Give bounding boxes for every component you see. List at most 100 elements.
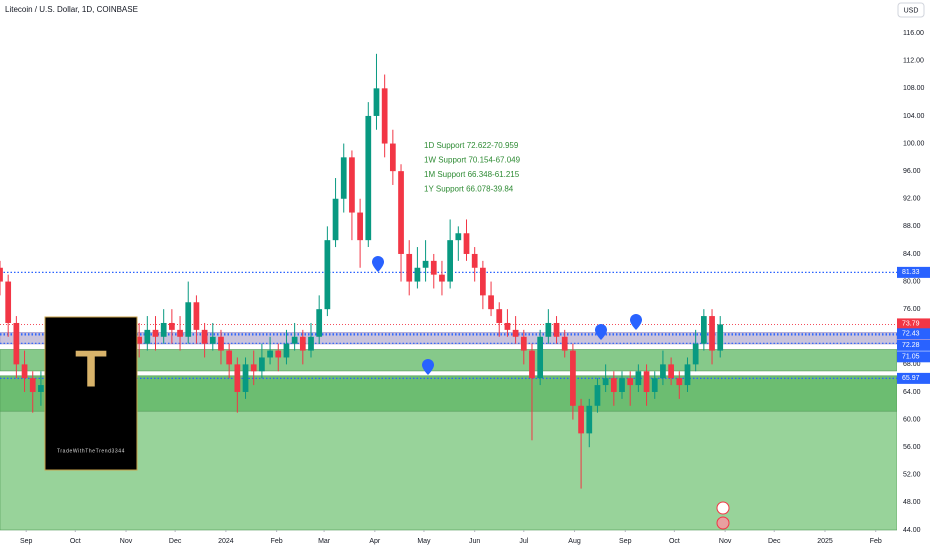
candle-body: [668, 364, 674, 379]
candle-body: [619, 378, 625, 392]
candle-body: [250, 364, 257, 372]
candle-body: [439, 274, 445, 282]
x-tick-label: Oct: [70, 538, 81, 545]
price-line-box: [897, 372, 930, 384]
candle-body: [692, 343, 699, 365]
x-tick-label: Feb: [870, 538, 882, 545]
price-line-label: 65.97: [902, 375, 920, 382]
y-tick-label: 108.00: [903, 85, 925, 92]
candle-body: [29, 378, 36, 392]
x-tick-label: Feb: [271, 538, 283, 545]
chart-title: Litecoin / U.S. Dollar, 1D, COINBASE: [5, 5, 138, 14]
candle-body: [651, 378, 658, 392]
candle-body: [398, 171, 404, 254]
y-tick-label: 44.00: [903, 527, 921, 534]
candle-body: [291, 336, 298, 344]
candle-body: [308, 336, 314, 351]
y-tick-label: 104.00: [903, 113, 925, 120]
candle-body: [660, 364, 666, 379]
y-tick-label: 60.00: [903, 416, 921, 423]
x-tick-label: Mar: [318, 538, 331, 545]
axis-labels: 44.0048.0052.0056.0060.0064.0068.0072.00…: [20, 30, 930, 545]
candle-body: [185, 302, 192, 337]
candle-body: [570, 350, 576, 406]
candle-body: [553, 322, 560, 337]
candle-body: [488, 295, 494, 310]
price-line-label: 72.43: [902, 331, 920, 338]
candle-body: [38, 385, 44, 392]
candle-body: [406, 253, 413, 282]
y-tick-label: 48.00: [903, 499, 921, 506]
pin[interactable]: [630, 314, 642, 330]
candle-body: [610, 378, 617, 392]
candle-body: [471, 253, 478, 268]
last-price-label: 73.79: [902, 320, 920, 327]
candle-body: [242, 364, 249, 392]
candle-body: [676, 378, 683, 386]
candle-body: [365, 115, 372, 241]
currency-box[interactable]: [897, 2, 925, 18]
candle-body: [209, 336, 216, 344]
x-tick-label: Oct: [669, 538, 680, 545]
pin[interactable]: [595, 324, 607, 340]
zone-label: 1W Support 70.154-67.049: [424, 156, 521, 165]
candle-body: [152, 329, 159, 337]
x-tick-label: Dec: [169, 538, 182, 545]
y-tick-label: 68.00: [903, 361, 921, 368]
candle-body: [349, 157, 355, 213]
candle-body: [430, 260, 437, 275]
candle-body: [381, 88, 388, 144]
currency: USD: [904, 7, 919, 14]
x-tick-label: Sep: [619, 538, 632, 545]
candle-body: [160, 322, 167, 337]
logo-letter: T: [75, 341, 107, 399]
x-tick-label: Nov: [719, 538, 732, 545]
x-tick-label: Sep: [20, 538, 33, 545]
candle-body: [316, 309, 323, 337]
pin[interactable]: [372, 256, 384, 272]
x-tick-label: 2025: [817, 538, 833, 545]
logo-box: [44, 316, 138, 471]
candle-body: [447, 240, 454, 282]
candle-body: [529, 350, 535, 379]
candle-body: [480, 267, 486, 296]
candle-body: [21, 364, 28, 379]
candles: [0, 53, 724, 489]
candle-body: [340, 157, 347, 199]
candle-body: [13, 322, 20, 365]
candle-body: [275, 350, 282, 358]
price-line-label: 72.28: [902, 342, 920, 349]
x-tick-label: May: [417, 538, 431, 545]
candle-body: [635, 371, 642, 386]
y-tick-label: 76.00: [903, 306, 921, 313]
x-tick-label: Dec: [768, 538, 781, 545]
y-tick-label: 52.00: [903, 472, 921, 479]
candle-body: [332, 198, 339, 241]
candle-body: [389, 143, 396, 172]
candle-body: [169, 322, 175, 330]
price-line-box: [897, 339, 930, 351]
markers: [372, 256, 642, 375]
zone-label: 1D Support 72.622-70.959: [424, 141, 519, 150]
y-tick-label: 84.00: [903, 251, 921, 258]
y-tick-label: 100.00: [903, 140, 925, 147]
candle-body: [594, 385, 601, 406]
event-icon[interactable]: [716, 501, 730, 515]
y-tick-label: 56.00: [903, 444, 921, 451]
candle-body: [496, 309, 503, 323]
price-line-label: 81.33: [902, 269, 920, 276]
time-axis: [0, 532, 932, 550]
candle-body: [512, 329, 519, 337]
y-tick-label: 88.00: [903, 223, 921, 230]
candle-body: [259, 357, 265, 372]
x-tick-label: Aug: [568, 538, 581, 545]
pin[interactable]: [422, 359, 434, 375]
candle-body: [283, 343, 290, 358]
candle-body: [463, 233, 470, 254]
event-icon[interactable]: [716, 516, 730, 530]
price-line-label: 71.05: [902, 354, 920, 361]
candle-body: [627, 378, 634, 386]
zone-label: 1Y Support 66.078-39.84: [424, 185, 514, 194]
